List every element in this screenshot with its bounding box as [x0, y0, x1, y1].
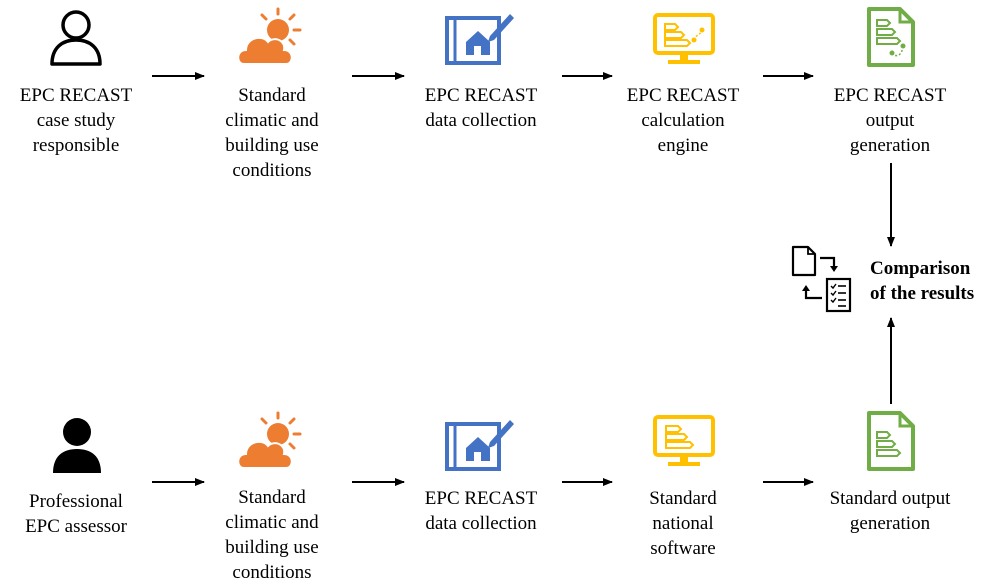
label-standard-national-software: Standard national software — [649, 488, 717, 559]
user-outline-icon — [48, 8, 104, 66]
label-standard-output-generation: Standard output generation — [829, 488, 951, 534]
house-blueprint-icon — [444, 416, 516, 472]
label-data-collection-bottom: EPC RECAST data collection — [424, 488, 538, 534]
monitor-chart-icon — [652, 414, 716, 468]
label-calculation-engine: EPC RECAST calculation engine — [626, 85, 740, 156]
label-recast-output-generation: EPC RECAST output generation — [833, 85, 947, 156]
monitor-chart-icon — [652, 12, 716, 66]
label-comparison-of-results: Comparison of the results — [870, 258, 975, 304]
document-chart-icon — [866, 410, 916, 472]
user-filled-icon — [50, 416, 104, 474]
label-data-collection-top: EPC RECAST data collection — [424, 85, 538, 131]
label-professional-assessor: Professional EPC assessor — [25, 491, 127, 537]
label-standard-conditions-top: Standard climatic and building use condi… — [225, 85, 319, 181]
sun-cloud-icon — [236, 6, 306, 68]
label-case-study-responsible: EPC RECAST case study responsible — [19, 85, 133, 156]
house-blueprint-icon — [444, 10, 516, 66]
document-chart-icon — [866, 6, 916, 68]
compare-documents-icon — [790, 244, 854, 314]
sun-cloud-icon — [236, 410, 306, 472]
label-standard-conditions-bottom: Standard climatic and building use condi… — [225, 487, 319, 583]
